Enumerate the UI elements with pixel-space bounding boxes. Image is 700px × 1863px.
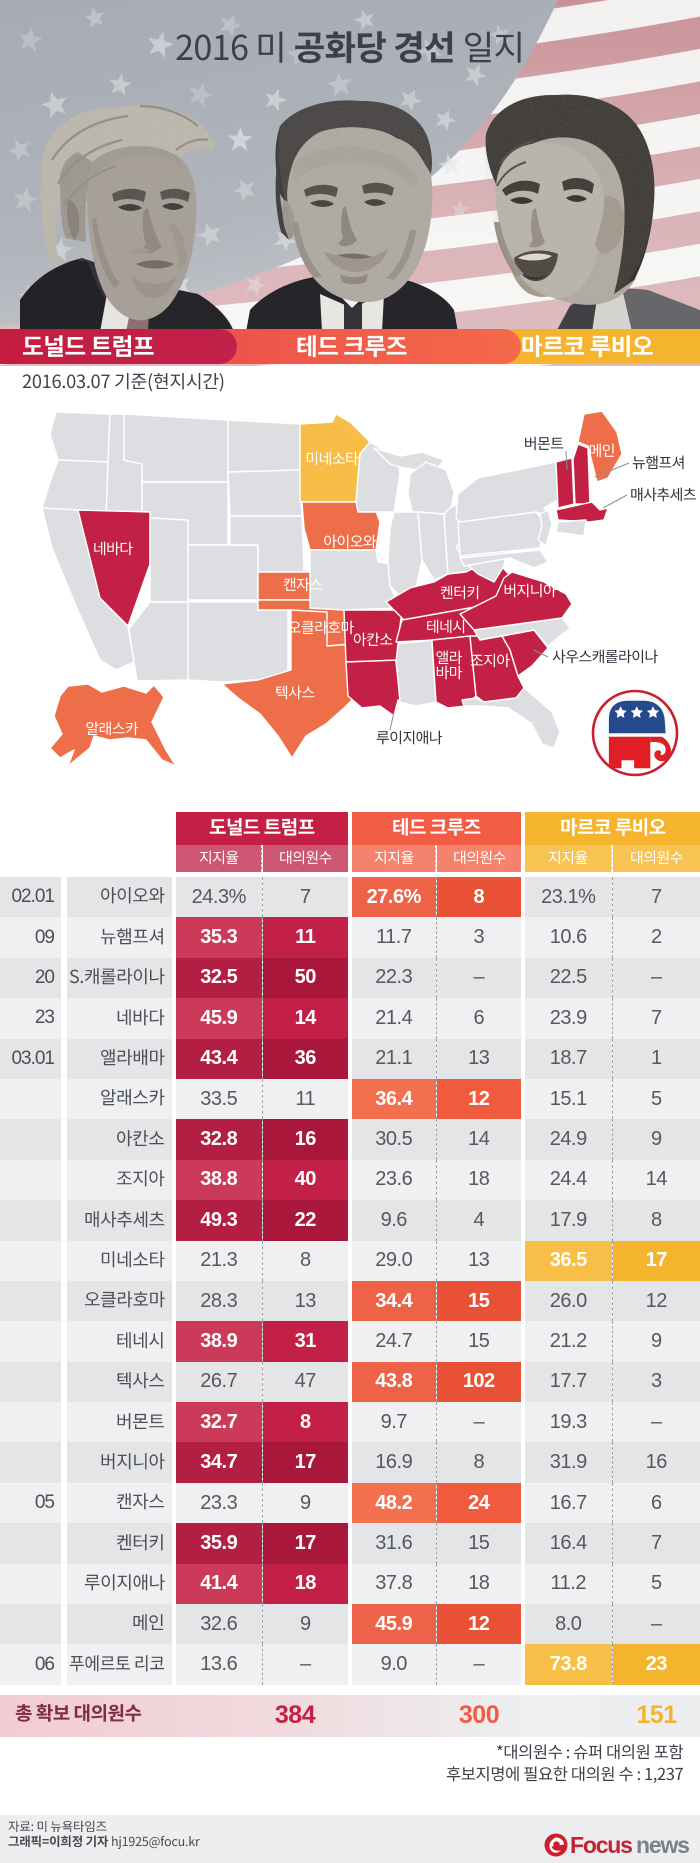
svg-text:news: news [636,1832,689,1857]
svg-text:Focus: Focus [570,1832,632,1857]
